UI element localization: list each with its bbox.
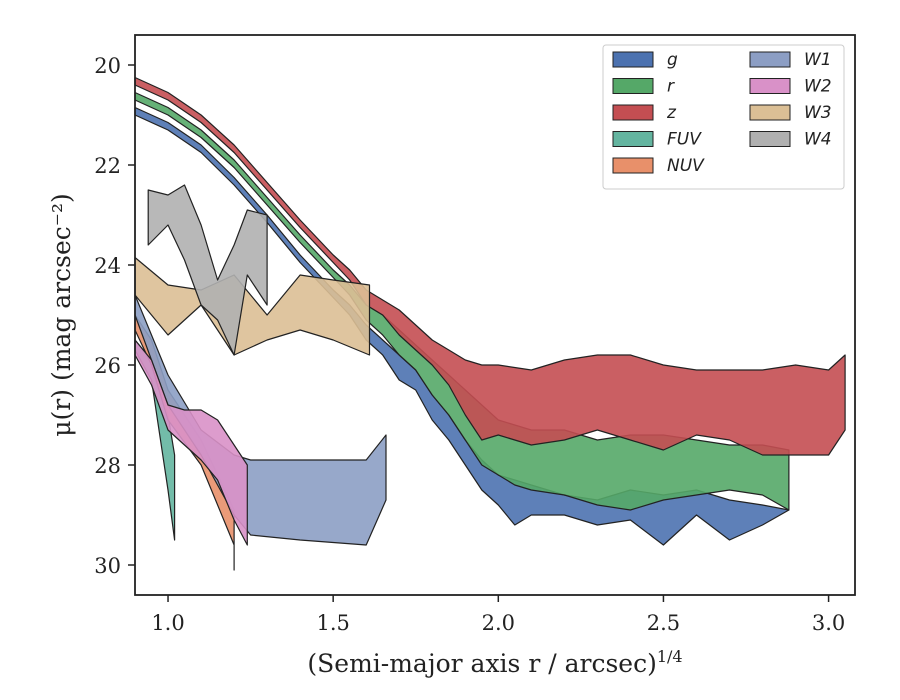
y-tick-label: 30 [94, 554, 121, 578]
x-axis-title: (Semi-major axis r / arcsec)1/4 [307, 647, 682, 678]
x-tick-label: 2.5 [647, 611, 680, 635]
legend-label-w4: W4 [804, 130, 832, 150]
x-tick-label: 3.0 [812, 611, 845, 635]
legend: grz FUV NUV W1 W2 W3 W4 [602, 44, 845, 190]
plot-frame [134, 34, 856, 596]
profile-bands [134, 76, 846, 571]
legend-swatch-r [612, 78, 654, 94]
legend-swatch-w1 [749, 51, 791, 68]
band-w2 [134, 339, 248, 546]
legend-label-fuv: FUV [667, 130, 702, 150]
band-z [134, 76, 846, 456]
x-tick-label: 2.0 [482, 611, 515, 635]
y-tick-label: 20 [94, 54, 121, 78]
legend-label-r: r [667, 77, 675, 97]
legend-swatch-w4 [749, 131, 791, 147]
legend-label-z: z [666, 103, 677, 123]
legend-swatch-w3 [749, 104, 791, 121]
band-w4 [147, 184, 268, 356]
y-tick-label: 24 [94, 254, 121, 278]
legend-label-g: g [667, 50, 678, 70]
legend-label-w1: W1 [804, 50, 832, 70]
y-tick-label: 26 [94, 354, 121, 378]
legend-swatch-fuv [612, 131, 654, 147]
legend-label-w3: W3 [804, 103, 832, 123]
x-tick-label: 1.5 [316, 611, 349, 635]
y-tick-label: 28 [94, 454, 121, 478]
legend-label-w2: W2 [804, 77, 832, 97]
legend-swatch-g [612, 51, 654, 68]
legend-label-nuv: NUV [667, 156, 705, 176]
x-tick-label: 1.0 [151, 611, 184, 635]
x-axis-title-main: (Semi-major axis r / arcsec) [307, 649, 656, 678]
legend-swatch-z [612, 104, 654, 121]
x-axis-title-exponent: 1/4 [657, 647, 683, 666]
y-axis-title: μ(r) (mag arcsec⁻²) [47, 193, 76, 436]
y-tick-label: 22 [94, 154, 121, 178]
axis-ticks: 1.0 1.5 2.0 2.5 3.0 20 22 24 26 28 30 [94, 54, 845, 635]
legend-swatch-nuv [612, 157, 654, 174]
legend-swatch-w2 [749, 78, 791, 94]
